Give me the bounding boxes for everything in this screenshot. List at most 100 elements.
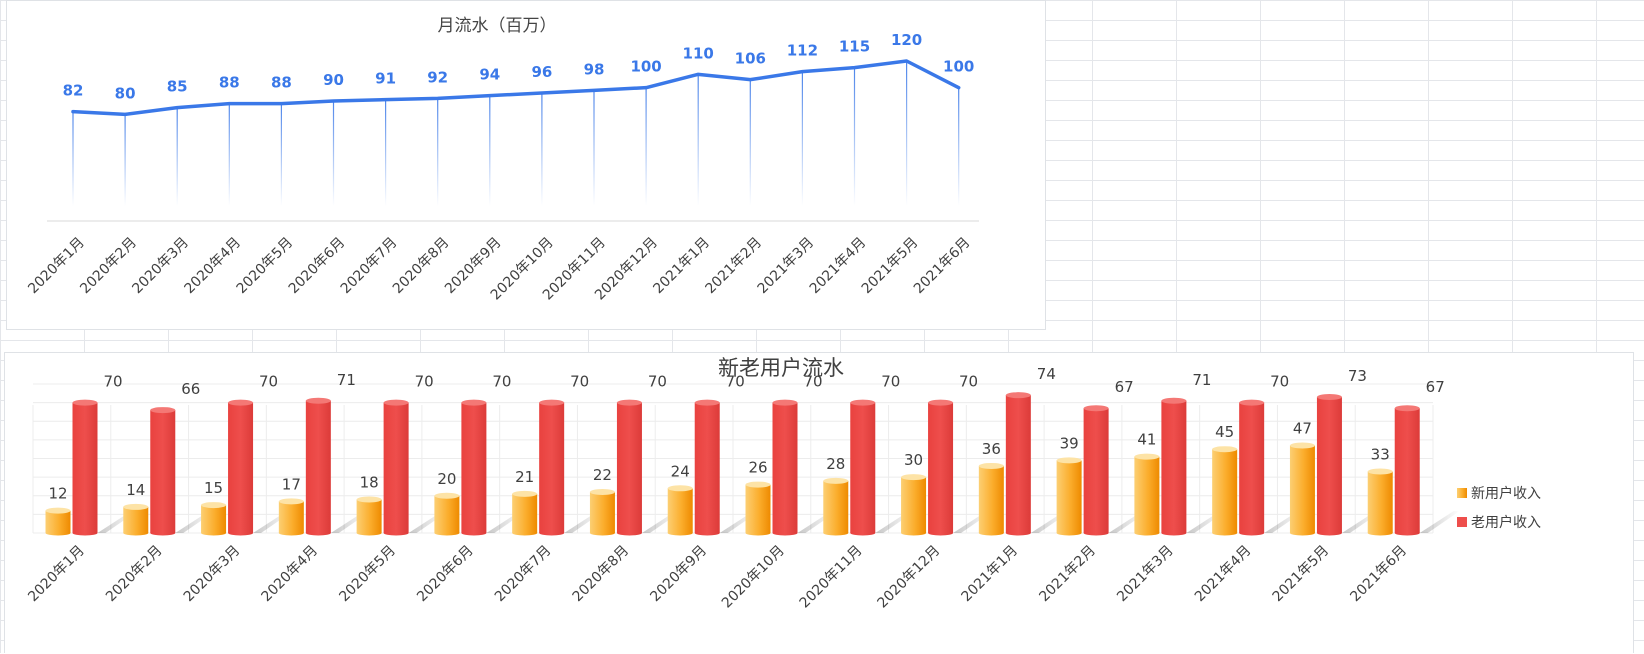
data-label-new-user: 21	[515, 468, 534, 486]
bar-new-user-top	[45, 507, 71, 514]
data-label: 88	[219, 74, 240, 92]
data-label: 106	[735, 50, 766, 68]
bar-new-user-top	[434, 492, 460, 499]
monthly-revenue-chart[interactable]: 月流水（百万） 82 2020年1月 80 2020年2月 85 2020年3月 88 2020…	[6, 0, 1046, 330]
x-tick-label: 2020年3月	[181, 543, 244, 606]
bar-old-user-top	[1394, 405, 1420, 412]
bar-old-user-top	[461, 399, 487, 406]
data-label: 88	[271, 74, 292, 92]
bar-old-user-base	[539, 530, 565, 536]
monthly-revenue-chart-canvas: 月流水（百万）822020年1月802020年2月852020年3月882020…	[25, 16, 979, 303]
bar-new-user	[1056, 460, 1082, 533]
bar-new-user-base	[1056, 530, 1082, 536]
series-line	[71, 59, 961, 117]
bar-new-user	[667, 488, 693, 533]
drop-line	[853, 67, 856, 207]
bar-old-user	[772, 402, 798, 533]
new-old-user-revenue-chart-canvas: 新老用户流水 12 70 2020年1月 14 66 2020年2月 15 70 2020年3月 1…	[25, 356, 1541, 611]
bar-old-user-top	[1316, 394, 1342, 401]
data-label-new-user: 30	[904, 451, 923, 469]
drop-line	[749, 79, 751, 206]
bar-old-user	[150, 410, 176, 533]
bar-new-user-top	[1367, 468, 1393, 475]
bar-new-user-base	[278, 530, 304, 536]
drop-line	[280, 103, 282, 206]
bar-old-user	[1394, 408, 1420, 533]
drop-line	[489, 95, 491, 206]
bar-old-user-base	[1239, 530, 1265, 536]
data-label: 90	[323, 71, 344, 89]
data-label-new-user: 33	[1371, 446, 1390, 464]
data-label: 91	[375, 70, 396, 88]
legend-label-new-user: 新用户收入	[1471, 485, 1541, 502]
x-tick-label: 2020年6月	[414, 543, 477, 606]
bar-new-user-base	[1212, 530, 1238, 536]
bar-new-user-top	[512, 490, 538, 497]
bar-new-user	[45, 510, 71, 533]
bar-old-user-base	[228, 530, 254, 536]
bar-new-user	[201, 505, 227, 533]
drop-line	[697, 74, 699, 206]
drop-line	[541, 93, 543, 206]
bar-new-user-base	[201, 530, 227, 536]
drop-line	[385, 99, 387, 206]
bar-new-user-base	[434, 530, 460, 536]
data-label-new-user: 15	[204, 479, 223, 497]
bar-new-user	[745, 484, 771, 533]
bar-old-user-base	[72, 530, 98, 536]
x-tick-label: 2021年4月	[1192, 543, 1255, 606]
bar-new-user-base	[1289, 530, 1315, 536]
data-label: 94	[479, 66, 500, 84]
bar-new-user	[589, 492, 615, 533]
data-label: 115	[839, 38, 870, 56]
bar-new-user-top	[1134, 453, 1160, 460]
data-label-new-user: 20	[437, 470, 456, 488]
data-label-old-user: 70	[803, 373, 822, 391]
bar-new-user	[278, 501, 304, 533]
new-old-user-revenue-chart[interactable]: 新老用户流水 12 70 2020年1月 14 66 2020年2月 15 70 2020年3月 1…	[4, 352, 1634, 653]
bar-old-user	[928, 402, 954, 533]
bar-new-user-top	[1056, 457, 1082, 464]
bar-new-user	[1367, 471, 1393, 533]
drop-line	[645, 87, 647, 206]
data-label: 100	[943, 58, 974, 76]
bar-old-user	[1161, 400, 1187, 533]
data-label-new-user: 45	[1215, 423, 1234, 441]
data-label-old-user: 70	[1270, 373, 1289, 391]
bar-old-user-base	[1161, 530, 1187, 536]
data-label-old-user: 74	[1037, 365, 1056, 383]
bar-old-user-top	[616, 399, 642, 406]
bar-old-user-top	[72, 399, 98, 406]
bar-shadow	[1419, 511, 1460, 533]
data-label-new-user: 24	[671, 462, 690, 480]
data-label: 82	[63, 82, 84, 100]
data-label-old-user: 70	[570, 373, 589, 391]
drop-line	[593, 90, 595, 206]
bar-old-user-base	[928, 530, 954, 536]
data-label-old-user: 66	[181, 380, 200, 398]
bar-new-user-top	[667, 485, 693, 492]
data-label-new-user: 17	[282, 475, 301, 493]
bar-new-user	[978, 465, 1004, 533]
data-label-old-user: 71	[337, 371, 356, 389]
data-label: 112	[787, 42, 818, 60]
data-label-new-user: 41	[1137, 431, 1156, 449]
data-label-old-user: 70	[415, 373, 434, 391]
bar-new-user	[1212, 449, 1238, 533]
bar-old-user	[461, 402, 487, 533]
bar-old-user-top	[228, 399, 254, 406]
bar-new-user-top	[278, 498, 304, 505]
bar-new-user-top	[745, 481, 771, 488]
data-label-old-user: 73	[1348, 367, 1367, 385]
bar-new-user-top	[123, 503, 149, 510]
x-tick-label: 2020年2月	[103, 543, 166, 606]
bar-new-user	[901, 477, 927, 533]
data-label: 85	[167, 78, 188, 96]
bar-new-user-base	[1134, 530, 1160, 536]
bar-old-user-base	[850, 530, 876, 536]
bar-old-user-top	[772, 399, 798, 406]
bar-old-user-base	[772, 530, 798, 536]
data-label-old-user: 70	[959, 373, 978, 391]
x-tick-label: 2020年5月	[336, 543, 399, 606]
x-tick-label: 2021年1月	[959, 543, 1022, 606]
